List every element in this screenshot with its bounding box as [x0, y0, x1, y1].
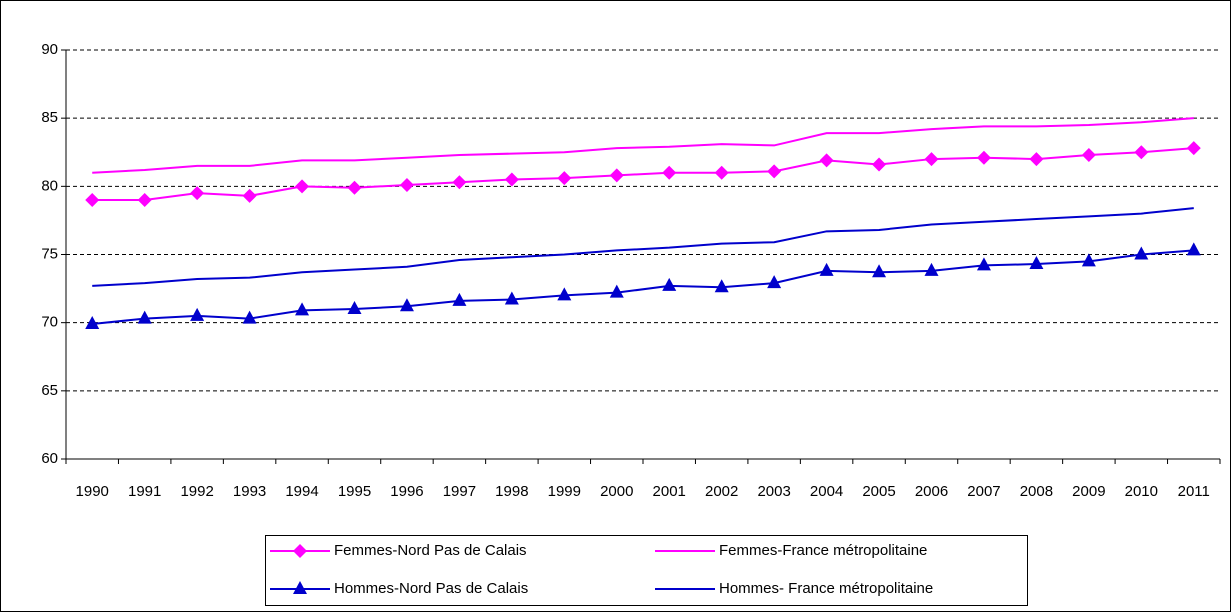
x-tick-label: 1991	[128, 483, 161, 500]
marker	[1081, 253, 1096, 267]
y-tick-label: 90	[41, 41, 58, 58]
marker	[347, 180, 362, 195]
legend-label: Femmes-Nord Pas de Calais	[334, 542, 527, 559]
x-tick-label: 2005	[862, 483, 895, 500]
marker	[242, 188, 257, 203]
marker	[872, 157, 887, 172]
marker	[137, 310, 152, 324]
x-tick-label: 2004	[810, 483, 843, 500]
marker	[295, 179, 310, 194]
marker	[1029, 256, 1044, 270]
marker	[452, 292, 467, 306]
x-tick-label: 2002	[705, 483, 738, 500]
line	[92, 207, 1194, 287]
marker	[1186, 242, 1201, 256]
line	[92, 249, 1194, 326]
marker	[295, 302, 310, 316]
y-tick-label: 65	[41, 382, 58, 399]
line	[92, 117, 1194, 174]
y-tick-label: 75	[41, 245, 58, 262]
x-tick-label: 2011	[1178, 483, 1210, 500]
marker	[609, 168, 624, 183]
x-tick-label: 1995	[338, 483, 371, 500]
marker	[85, 192, 100, 207]
x-tick-label: 1992	[180, 483, 213, 500]
marker	[452, 175, 467, 190]
y-tick-label: 60	[41, 450, 58, 467]
marker	[872, 264, 887, 278]
marker	[557, 287, 572, 301]
x-tick-label: 2007	[967, 483, 1000, 500]
x-tick-label: 1997	[443, 483, 476, 500]
marker	[347, 301, 362, 315]
marker	[714, 279, 729, 293]
marker	[662, 277, 677, 291]
x-tick-label: 2010	[1125, 483, 1158, 500]
y-tick-label: 85	[41, 109, 58, 126]
marker	[924, 262, 939, 276]
x-tick-label: 1993	[233, 483, 266, 500]
legend-label: Femmes-France métropolitaine	[719, 542, 927, 559]
marker	[976, 150, 991, 165]
x-tick-label: 2001	[653, 483, 686, 500]
marker	[1081, 147, 1096, 162]
marker	[504, 172, 519, 187]
legend-label: Hommes- France métropolitaine	[719, 580, 933, 597]
marker	[819, 153, 834, 168]
x-tick-label: 1994	[285, 483, 318, 500]
marker	[242, 310, 257, 324]
legend-marker	[293, 581, 307, 594]
x-tick-label: 1990	[76, 483, 109, 500]
marker	[85, 316, 100, 330]
marker	[819, 262, 834, 276]
marker	[1186, 141, 1201, 156]
marker	[1134, 246, 1149, 260]
x-tick-label: 2009	[1072, 483, 1105, 500]
marker	[504, 291, 519, 305]
legend-marker	[293, 544, 307, 558]
x-tick-label: 2006	[915, 483, 948, 500]
x-tick-label: 2000	[600, 483, 633, 500]
marker	[714, 165, 729, 180]
x-tick-label: 1996	[390, 483, 423, 500]
legend-label: Hommes-Nord Pas de Calais	[334, 580, 528, 597]
marker	[767, 275, 782, 289]
marker	[924, 152, 939, 167]
marker	[1134, 145, 1149, 160]
marker	[190, 186, 205, 201]
y-tick-label: 70	[41, 314, 58, 331]
x-tick-label: 2008	[1020, 483, 1053, 500]
marker	[190, 307, 205, 321]
x-tick-label: 1999	[548, 483, 581, 500]
marker	[399, 298, 414, 312]
marker	[137, 192, 152, 207]
marker	[662, 165, 677, 180]
marker	[557, 171, 572, 186]
x-tick-label: 2003	[757, 483, 790, 500]
marker	[399, 177, 414, 192]
y-tick-label: 80	[41, 177, 58, 194]
marker	[609, 284, 624, 298]
x-tick-label: 1998	[495, 483, 528, 500]
legend-box	[265, 535, 1028, 606]
marker	[767, 164, 782, 179]
marker	[1029, 152, 1044, 167]
marker	[976, 257, 991, 271]
line	[92, 147, 1194, 201]
